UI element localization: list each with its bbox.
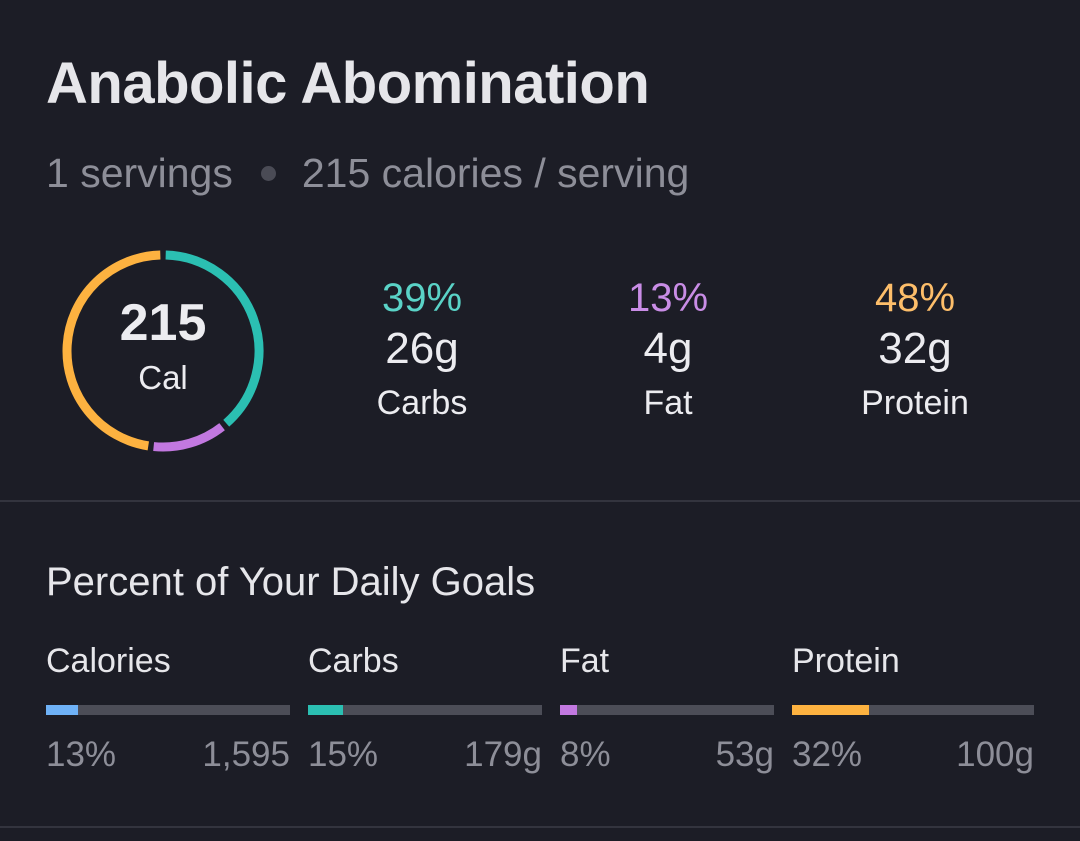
goal-calories-progress-track (46, 705, 290, 715)
goal-fat: Fat 8% 53g (560, 642, 774, 774)
calories-unit: Cal (138, 359, 188, 396)
goal-calories-label: Calories (46, 642, 171, 680)
servings-count: 1 servings (46, 150, 233, 196)
total-calories: 215 (119, 294, 207, 352)
ring-segment-protein (62, 250, 161, 451)
goal-fat-progress-track (560, 705, 774, 715)
section-divider (0, 500, 1080, 502)
goal-carbs: Carbs 15% 179g (308, 642, 542, 774)
ring-segment-fat (153, 423, 225, 452)
goal-fat-progress-fill (560, 705, 578, 715)
goal-calories-progress-fill (46, 705, 78, 715)
recipe-subtitle: 1 servings 215 calories / serving (46, 150, 689, 197)
macro-fat-percent: 13% (627, 276, 709, 320)
goal-protein-percent: 32% (792, 735, 863, 774)
goal-fat-target: 53g (715, 735, 774, 774)
ring-segment-carbs (165, 250, 264, 427)
goal-carbs-label: Carbs (308, 642, 399, 680)
goal-fat-values: 8% 53g (560, 735, 774, 775)
goal-protein-label: Protein (792, 642, 900, 680)
goal-protein-progress-track (792, 705, 1034, 715)
goal-calories-values: 13% 1,595 (46, 735, 290, 775)
macro-carbs-label: Carbs (376, 384, 468, 422)
goal-carbs-values: 15% 179g (308, 735, 542, 775)
goal-fat-label: Fat (560, 642, 610, 680)
macro-carbs-percent: 39% (381, 276, 463, 320)
goal-protein-progress-fill (792, 705, 870, 715)
goal-calories-percent: 13% (46, 735, 117, 774)
daily-goals-title: Percent of Your Daily Goals (46, 560, 536, 604)
goal-carbs-percent: 15% (308, 735, 379, 774)
calorie-ring: 215 Cal (59, 247, 267, 455)
macro-ring-chart (62, 250, 264, 452)
goal-carbs-progress-track (308, 705, 542, 715)
goal-fat-percent: 8% (560, 735, 611, 774)
macro-protein-percent: 48% (874, 276, 956, 320)
goal-calories: Calories 13% 1,595 (46, 642, 290, 774)
calories-per-serving: 215 calories / serving (301, 150, 690, 196)
macro-carbs-grams: 26g (385, 324, 459, 373)
separator-dot-icon (260, 166, 276, 181)
macro-protein-label: Protein (861, 384, 969, 422)
ring-center: 215 Cal (59, 247, 267, 455)
bottom-divider (0, 826, 1080, 828)
macro-fat-grams: 4g (643, 324, 693, 373)
goal-protein-values: 32% 100g (792, 735, 1034, 775)
macro-carbs: 39% 26g Carbs (322, 276, 522, 428)
recipe-title: Anabolic Abomination (46, 51, 650, 116)
goal-carbs-progress-fill (308, 705, 344, 715)
macro-protein: 48% 32g Protein (815, 276, 1015, 428)
goal-carbs-target: 179g (464, 735, 542, 774)
macro-fat-label: Fat (643, 384, 693, 422)
macro-protein-grams: 32g (878, 324, 952, 373)
goal-calories-target: 1,595 (202, 735, 290, 774)
macro-fat: 13% 4g Fat (568, 276, 768, 428)
goal-protein-target: 100g (956, 735, 1034, 774)
goal-protein: Protein 32% 100g (792, 642, 1034, 774)
